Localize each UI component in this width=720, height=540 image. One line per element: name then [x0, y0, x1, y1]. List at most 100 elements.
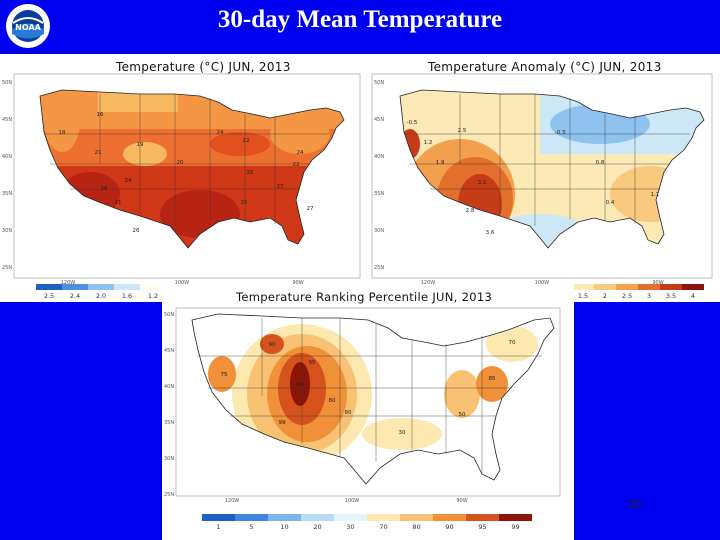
lat-tick-label: 25N	[374, 265, 384, 271]
anomaly-legend-right-swatch	[572, 284, 594, 290]
lat-tick-label: 25N	[2, 265, 12, 271]
temperature-value-label: 26	[133, 228, 140, 234]
lat-tick-label: 35N	[164, 420, 174, 426]
ranking-legend-swatch	[268, 514, 301, 521]
anomaly-legend-right-swatch	[660, 284, 682, 290]
anomaly-legend-right-label: 3	[647, 292, 651, 300]
slide-title: 30-day Mean Temperature	[217, 6, 503, 33]
ranking-legend-label: 1	[216, 523, 220, 531]
anomaly-value-label: 0.4	[606, 200, 615, 206]
temperature-value-label: 21	[115, 200, 122, 206]
temperature-value-label: 18	[59, 130, 66, 136]
ranking-legend-label: 70	[379, 523, 387, 531]
anomaly-legend-left-label: 2.5	[44, 292, 54, 300]
temperature-value-label: 24	[297, 150, 304, 156]
anomaly-value-label: 0.8	[596, 160, 605, 166]
anomaly-legend-right-label: 1.5	[578, 292, 588, 300]
ranking-legend-swatch	[466, 514, 499, 521]
anomaly-legend-left-swatch	[36, 284, 62, 290]
lat-tick-label: 25N	[164, 492, 174, 498]
ranking-value-label: 70	[509, 340, 516, 346]
ranking-legend-swatch	[202, 514, 235, 521]
anomaly-legend-left-label: 1.6	[122, 292, 132, 300]
ranking-map-panel: Temperature Ranking Percentile JUN, 2013…	[162, 284, 574, 540]
anomaly-legend-right-swatch	[594, 284, 616, 290]
anomaly-legend-left-swatch	[140, 284, 166, 290]
lon-tick-label: 120W	[61, 280, 76, 286]
lat-tick-label: 30N	[164, 456, 174, 462]
ranking-value-label: 30	[399, 430, 406, 436]
temperature-value-label: 16	[97, 112, 104, 118]
ranking-legend-label: 20	[313, 523, 321, 531]
ranking-legend-label: 95	[478, 523, 486, 531]
temperature-value-label: 22	[293, 162, 300, 168]
anomaly-legend-left-swatch	[88, 284, 114, 290]
ranking-value-label: 95	[309, 360, 316, 366]
temperature-value-label: 20	[177, 160, 184, 166]
lat-tick-label: 50N	[374, 80, 384, 86]
lon-tick-label: 100W	[345, 498, 360, 504]
anomaly-value-label: 3.6	[486, 230, 495, 236]
ranking-value-label: 80	[345, 410, 352, 416]
ranking-legend-label: 5	[249, 523, 253, 531]
anomaly-value-label: -0.3	[555, 130, 566, 136]
ranking-legend-swatch	[499, 514, 532, 521]
ranking-legend-swatch	[334, 514, 367, 521]
anomaly-value-label: 1.1	[651, 192, 660, 198]
anomaly-legend-right-label: 4	[691, 292, 695, 300]
lat-tick-label: 50N	[164, 312, 174, 318]
lon-tick-label: 100W	[175, 280, 190, 286]
lat-tick-label: 50N	[2, 80, 12, 86]
top-maps-panel: Temperature (°C) JUN, 2013 Temperature A…	[0, 54, 720, 302]
anomaly-legend-right-swatch	[616, 284, 638, 290]
anomaly-legend-right-swatch	[682, 284, 704, 290]
noaa-logo: NOAA	[5, 3, 51, 49]
anomaly-value-label: 2.5	[458, 128, 467, 134]
temperature-map-title: Temperature (°C) JUN, 2013	[116, 60, 291, 74]
ranking-value-label: 99	[297, 382, 304, 388]
lon-tick-label: 120W	[421, 280, 436, 286]
temperature-value-label: 26	[241, 200, 248, 206]
logo-text: NOAA	[15, 23, 41, 32]
lat-tick-label: 30N	[374, 228, 384, 234]
temperature-value-label: 28	[101, 186, 108, 192]
anomaly-legend-left-swatch	[62, 284, 88, 290]
lon-tick-label: 90W	[292, 280, 303, 286]
ranking-value-label: 50	[459, 412, 466, 418]
ranking-legend-swatch	[367, 514, 400, 521]
lon-tick-label: 120W	[225, 498, 240, 504]
temperature-value-label: 22	[243, 138, 250, 144]
ranking-legend-swatch	[235, 514, 268, 521]
lat-tick-label: 45N	[374, 117, 384, 123]
temperature-value-label: 27	[277, 184, 284, 190]
ranking-value-label: 99	[279, 420, 286, 426]
anomaly-legend-right-label: 2.5	[622, 292, 632, 300]
anomaly-map-title: Temperature Anomaly (°C) JUN, 2013	[428, 60, 662, 74]
ranking-legend-label: 10	[280, 523, 288, 531]
lon-tick-label: 90W	[652, 280, 663, 286]
ranking-map-title: Temperature Ranking Percentile JUN, 2013	[236, 290, 493, 304]
anomaly-legend-left-label: 1.2	[148, 292, 158, 300]
ranking-legend-label: 99	[511, 523, 519, 531]
ranking-value-label: 90	[269, 342, 276, 348]
lat-tick-label: 40N	[164, 384, 174, 390]
lat-tick-label: 35N	[374, 191, 384, 197]
anomaly-value-label: 1.2	[424, 140, 433, 146]
ranking-legend-swatch	[301, 514, 334, 521]
temperature-value-label: 24	[125, 178, 132, 184]
anomaly-legend-right-label: 3.5	[666, 292, 676, 300]
lat-tick-label: 45N	[164, 348, 174, 354]
ranking-value-label: 85	[489, 376, 496, 382]
temperature-value-label: 27	[307, 206, 314, 212]
anomaly-map	[400, 90, 704, 248]
lon-tick-label: 100W	[535, 280, 550, 286]
ranking-legend-swatch	[433, 514, 466, 521]
lat-tick-label: 35N	[2, 191, 12, 197]
temperature-value-label: 21	[95, 150, 102, 156]
lat-tick-label: 40N	[374, 154, 384, 160]
anomaly-value-label: 2.8	[466, 208, 475, 214]
anomaly-legend-left-label: 2.0	[96, 292, 106, 300]
ranking-legend-label: 90	[445, 523, 453, 531]
anomaly-legend-right-swatch	[638, 284, 660, 290]
anomaly-legend-right-label: 2	[603, 292, 607, 300]
